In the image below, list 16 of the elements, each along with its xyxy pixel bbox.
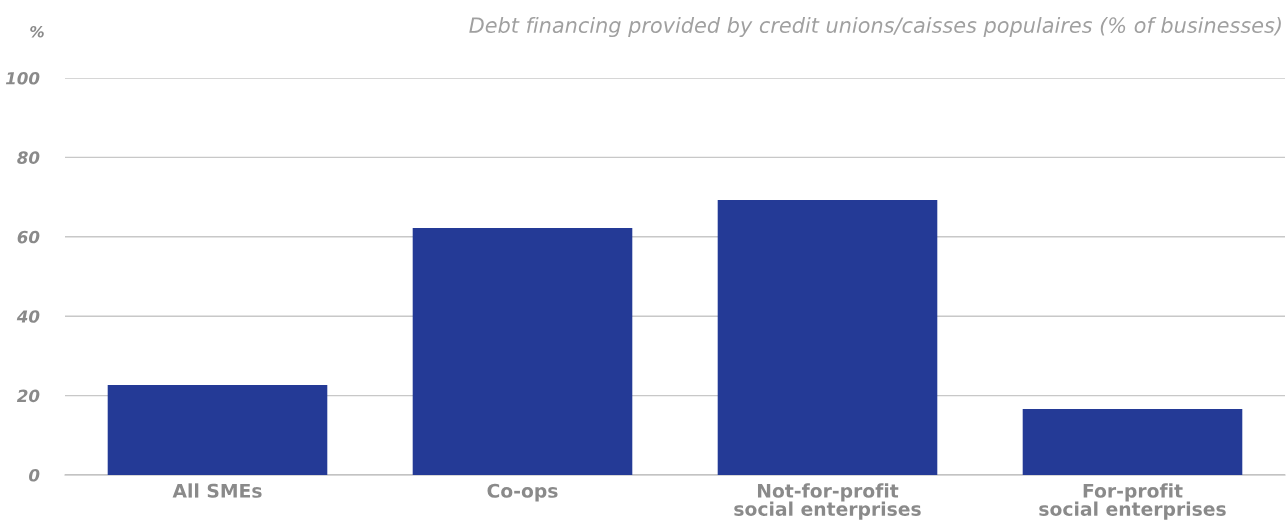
y-tick-label: 100 [5, 71, 40, 85]
x-tick-label: Not-for-profit social enterprises [734, 483, 921, 520]
y-tick-label: 60 [17, 230, 40, 244]
chart-title: Debt financing provided by credit unions/caisses populaires (% of businesses) [469, 16, 1281, 38]
y-tick-label: 40 [16, 310, 40, 323]
bar [1022, 409, 1243, 475]
x-tick-label: For-profit social enterprises [1039, 483, 1226, 520]
y-axis-title: % [30, 25, 44, 38]
bar [107, 384, 328, 475]
y-tick-label: 0 [29, 468, 40, 482]
bar [717, 199, 938, 475]
bar [412, 228, 633, 475]
y-tick-label: 80 [17, 151, 40, 164]
y-tick-label: 20 [16, 389, 40, 403]
x-tick-label: All SMEs [172, 483, 262, 498]
x-tick-label: Co-ops [487, 483, 558, 502]
